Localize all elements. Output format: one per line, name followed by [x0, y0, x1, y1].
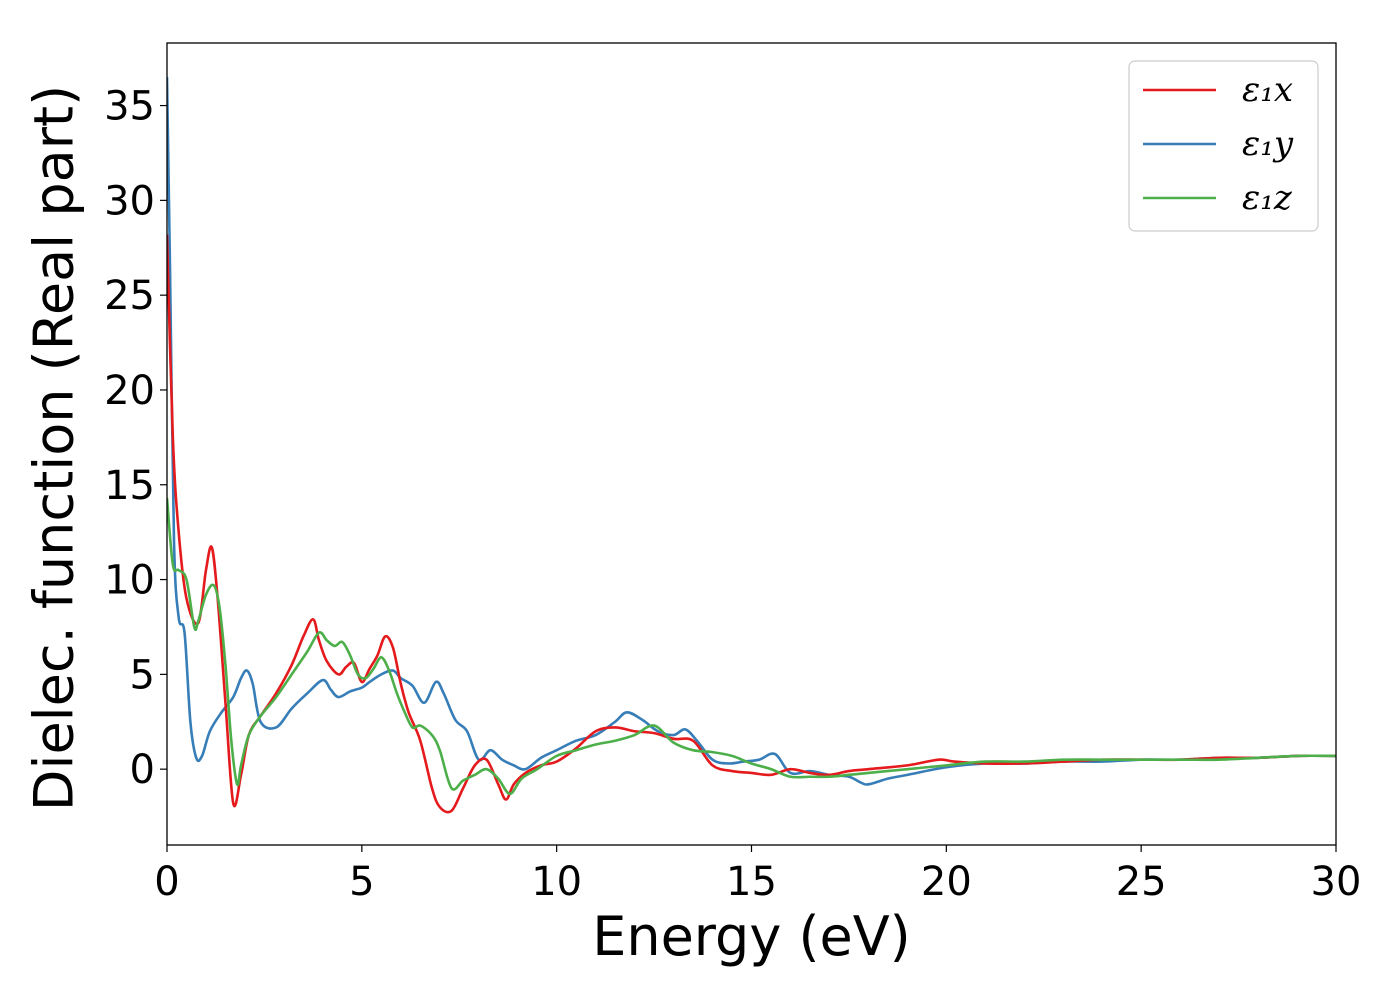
- x-axis-ticks: 0 5 10 15 20 25 30: [154, 845, 1361, 905]
- y-tick-label: 25: [104, 273, 155, 319]
- legend-label: ε₁x: [1242, 70, 1293, 110]
- y-tick-label: 35: [104, 84, 155, 130]
- series-line-0: [167, 234, 1336, 814]
- series-line-1: [167, 77, 1336, 786]
- y-tick-label: 5: [130, 652, 155, 698]
- legend-label: ε₁z: [1242, 178, 1293, 218]
- x-tick-label: 20: [921, 859, 972, 905]
- x-tick-label: 25: [1116, 859, 1167, 905]
- x-tick-label: 15: [726, 859, 777, 905]
- x-tick-label: 0: [154, 859, 179, 905]
- y-axis-title: Dielec. function (Real part): [23, 85, 86, 811]
- y-tick-label: 15: [104, 463, 155, 509]
- series-line-2: [167, 497, 1336, 796]
- x-tick-label: 30: [1311, 859, 1362, 905]
- legend: ε₁x ε₁y ε₁z: [1128, 60, 1319, 232]
- x-tick-label: 5: [349, 859, 374, 905]
- x-tick-label: 10: [531, 859, 582, 905]
- y-axis-ticks: 0 5 10 15 20 25 30 35: [104, 84, 167, 793]
- series-layer: [167, 77, 1336, 814]
- x-axis-title: Energy (eV): [592, 905, 911, 968]
- y-tick-label: 20: [104, 368, 155, 414]
- y-tick-label: 10: [104, 558, 155, 604]
- legend-label: ε₁y: [1242, 124, 1294, 164]
- legend-box: [1128, 60, 1319, 232]
- y-tick-label: 0: [130, 747, 155, 793]
- y-tick-label: 30: [104, 178, 155, 224]
